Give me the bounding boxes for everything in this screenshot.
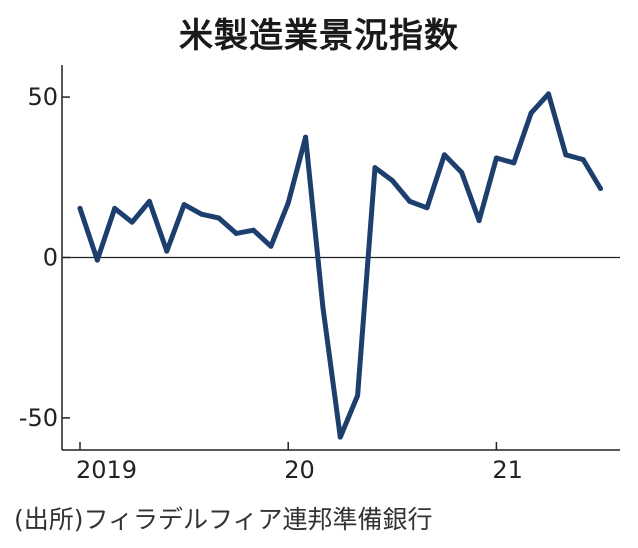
data-point <box>285 200 291 206</box>
data-point <box>511 160 517 166</box>
data-point <box>129 219 135 225</box>
y-tick-label: 50 <box>27 83 58 111</box>
data-point <box>268 243 274 249</box>
y-ticks: 50 0 -50 <box>19 83 70 432</box>
data-point <box>77 205 83 211</box>
data-point <box>320 304 326 310</box>
data-point <box>493 155 499 161</box>
data-point <box>563 152 569 158</box>
data-point <box>146 198 152 204</box>
data-point <box>545 91 551 97</box>
data-point <box>303 134 309 140</box>
data-point <box>181 202 187 208</box>
x-ticks: 2019 20 21 <box>76 442 523 484</box>
data-point <box>198 211 204 217</box>
data-point <box>389 178 395 183</box>
source-note: (出所)フィラデルフィア連邦準備銀行 <box>14 505 433 534</box>
data-point <box>233 230 239 236</box>
data-point <box>94 257 100 263</box>
data-point <box>459 169 465 175</box>
data-point <box>372 165 378 171</box>
data-point <box>580 157 586 163</box>
x-tick-label: 21 <box>492 456 523 484</box>
y-tick-label: 0 <box>43 244 58 272</box>
data-point <box>112 205 118 211</box>
x-tick-label: 20 <box>284 456 315 484</box>
series-line <box>77 91 603 440</box>
y-tick-label: -50 <box>19 404 58 432</box>
x-tick-label: 2019 <box>76 456 137 484</box>
data-point <box>598 186 603 192</box>
data-point <box>476 218 482 224</box>
data-point <box>216 215 222 221</box>
data-point <box>528 110 534 116</box>
data-point <box>407 198 413 204</box>
series-layer <box>77 91 603 440</box>
data-point <box>164 248 170 254</box>
data-point <box>355 392 361 398</box>
data-point <box>424 205 430 211</box>
data-point <box>337 434 343 440</box>
chart-title: 米製造業景況指数 <box>179 16 459 56</box>
data-point <box>251 227 256 233</box>
axes <box>61 65 620 451</box>
data-point <box>441 152 447 158</box>
